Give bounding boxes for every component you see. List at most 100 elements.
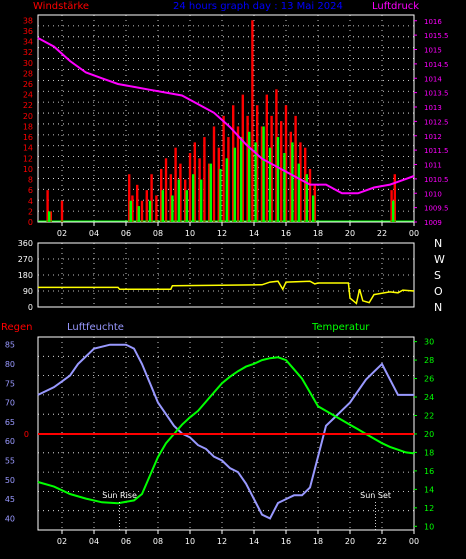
- temp-humidity-marks: [37, 343, 415, 520]
- humidity-tick-label: 40: [5, 514, 15, 523]
- temperature-line: [37, 356, 415, 505]
- wind-bar: [145, 190, 148, 222]
- wind-bar: [193, 142, 196, 222]
- wind-tick-label: 2: [28, 207, 33, 216]
- x-tick-label: 06: [121, 229, 131, 238]
- x-tick-label: 20: [345, 537, 355, 546]
- pressure-tick-label: 1012.5: [424, 118, 449, 126]
- wind-tick-label: 30: [23, 59, 33, 68]
- wind-bar: [212, 126, 216, 222]
- wind-tick-label: 12: [23, 154, 33, 163]
- wind-bar: [248, 131, 251, 222]
- x-tick-label: 06: [121, 537, 131, 546]
- pressure-tick-label: 1015: [424, 47, 442, 55]
- wind-bar: [209, 163, 212, 222]
- wind-tick-label: 32: [23, 48, 33, 57]
- wind-bar: [161, 190, 164, 222]
- wind-bar: [48, 211, 51, 222]
- wind-axis-title: Windstärke: [33, 1, 89, 12]
- wind-tick-label: 4: [28, 197, 33, 206]
- wind-bar: [49, 211, 52, 222]
- temperature-tick-label: 18: [424, 448, 434, 457]
- wind-bar: [236, 126, 240, 222]
- wind-tick-label: 24: [23, 91, 33, 100]
- compass-label: N: [434, 237, 442, 250]
- wind-bar: [171, 195, 174, 222]
- wind-bar: [169, 174, 172, 222]
- wind-bar: [203, 137, 206, 222]
- pressure-tick-label: 1009.5: [424, 205, 449, 213]
- wind-tick-label: 22: [23, 101, 33, 110]
- wind-bar: [254, 142, 257, 222]
- sun-annotations: Sun Rise Sun Set: [102, 491, 391, 530]
- temp-humidity-chart: Regen Luftfeuchte Temperatur 40 45 50 55 60 6…: [1, 322, 434, 546]
- x-tick-label: 18: [313, 229, 323, 238]
- wind-bar: [188, 153, 192, 222]
- wind-bar: [312, 195, 315, 222]
- temperature-tick-label: 14: [424, 485, 434, 494]
- x-tick-label: 04: [89, 229, 99, 238]
- humidity-tick-label: 60: [5, 437, 15, 446]
- wind-bar: [160, 168, 163, 222]
- wind-bar: [276, 137, 280, 222]
- wind-bar: [304, 147, 307, 222]
- top-time-ticks: 02 04 06 08 10 12 14 16 18 20 22 00: [57, 222, 419, 238]
- temperature-tick-label: 16: [424, 467, 434, 476]
- wind-bar: [198, 158, 201, 222]
- wind-tick-label: 10: [23, 165, 33, 174]
- wind-bar: [46, 190, 49, 222]
- compass-label: W: [434, 253, 445, 266]
- wind-bar: [174, 147, 177, 222]
- wind-bar: [299, 142, 302, 222]
- pressure-axis-title: Luftdruck: [372, 1, 419, 12]
- temperature-tick-label: 22: [424, 411, 434, 420]
- rain-tick-label: 0: [24, 430, 29, 439]
- wind-bar: [184, 179, 187, 222]
- wind-tick-label: 38: [23, 16, 33, 25]
- sun-marker-label: Sun Set: [360, 491, 391, 500]
- wind-direction-marks: [38, 280, 415, 305]
- wind-tick-label: 14: [23, 144, 33, 153]
- wind-bar: [308, 168, 312, 222]
- x-tick-label: 22: [377, 229, 387, 238]
- temperature-tick-label: 26: [424, 375, 434, 384]
- x-tick-label: 12: [217, 229, 227, 238]
- wind-bar: [60, 200, 64, 222]
- wind-tick-label: 16: [23, 133, 33, 142]
- wind-bar: [192, 174, 195, 222]
- wind-bar: [148, 200, 152, 222]
- humidity-tick-label: 65: [5, 418, 15, 427]
- wind-bar: [233, 147, 236, 222]
- direction-degree-label: 180: [18, 271, 33, 280]
- x-tick-label: 08: [153, 229, 163, 238]
- wind-bar: [284, 105, 288, 222]
- wind-tick-label: 20: [23, 112, 33, 121]
- direction-degree-label: 270: [18, 255, 33, 264]
- wind-bar: [280, 121, 283, 222]
- wind-tick-label: 26: [23, 80, 33, 89]
- wind-bar: [392, 200, 395, 222]
- x-tick-label: 00: [409, 229, 419, 238]
- compass-label: N: [434, 301, 442, 314]
- x-tick-label: 00: [409, 537, 419, 546]
- x-tick-label: 08: [153, 537, 163, 546]
- wind-direction-line: [38, 280, 415, 305]
- wind-bar: [129, 200, 132, 222]
- pressure-tick-label: 1009: [424, 219, 442, 227]
- wind-pressure-marks: [37, 20, 415, 222]
- wind-bar: [140, 200, 144, 222]
- x-tick-label: 02: [57, 229, 67, 238]
- wind-bar: [227, 137, 230, 222]
- pressure-tick-label: 1012: [424, 133, 442, 141]
- wind-bar: [150, 174, 153, 222]
- direction-degree-label: 0: [28, 303, 33, 312]
- wind-bar: [225, 158, 228, 222]
- humidity-tick-label: 75: [5, 379, 15, 388]
- wind-bar: [289, 131, 292, 222]
- mid-gridlines: [38, 243, 415, 307]
- wind-bar: [179, 163, 182, 222]
- temperature-axis-title: Temperatur: [311, 322, 370, 333]
